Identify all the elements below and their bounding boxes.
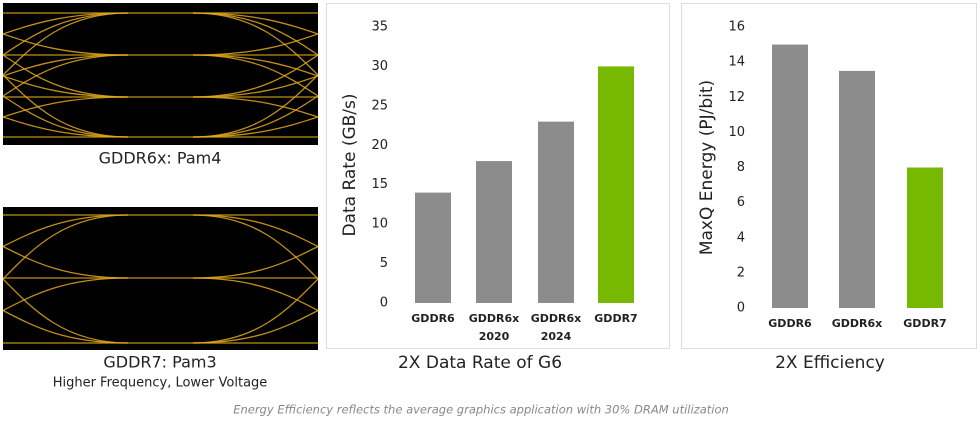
eye-trace [192, 116, 318, 138]
x-tick-label: GDDR7 [594, 312, 637, 325]
x-tick-label: GDDR7 [903, 317, 946, 330]
y-tick-label: 4 [737, 230, 745, 245]
eye-traces [3, 214, 318, 344]
y-tick-label: 12 [728, 90, 745, 105]
y-tick-label: 10 [371, 217, 388, 232]
chart-title: 2X Data Rate of G6 [398, 353, 562, 373]
eye-trace [3, 309, 129, 344]
eye-trace [3, 12, 129, 76]
x-tick-label: GDDR6x 2024 [531, 312, 582, 343]
eye-trace [3, 54, 129, 97]
eye-trace [3, 54, 129, 77]
y-axis-label: Data Rate (GB/s) [340, 93, 360, 236]
eye-trace [192, 277, 318, 312]
eye-trace [192, 214, 318, 280]
y-tick-label: 20 [371, 138, 388, 153]
eye-trace [3, 74, 129, 138]
eye-trace [192, 12, 318, 56]
eye-trace [192, 12, 318, 76]
y-tick-label: 5 [380, 256, 388, 271]
y-tick-label: 8 [737, 160, 745, 175]
bar [476, 161, 512, 303]
eye-trace [192, 54, 318, 98]
y-tick-label: 0 [737, 301, 745, 316]
footnote: Energy Efficiency reflects the average g… [233, 403, 729, 417]
x-tick-label: GDDR6x [832, 317, 883, 330]
y-tick-label: 14 [728, 55, 745, 70]
y-tick-label: 10 [728, 125, 745, 140]
bar [772, 44, 808, 308]
eye-trace [192, 33, 318, 56]
y-tick-label: 25 [371, 98, 388, 113]
chart-title: 2X Efficiency [775, 353, 885, 373]
eye-traces [3, 12, 318, 138]
eye-trace [192, 54, 318, 77]
eye-trace [192, 309, 318, 344]
x-tick-label: GDDR6 [768, 317, 812, 330]
eye-trace [192, 54, 318, 97]
y-axis-label: MaxQ Energy (PJ/bit) [697, 80, 717, 255]
eye-trace [3, 54, 129, 98]
eye-label: GDDR7: Pam3 [103, 353, 216, 372]
eye-sublabel: Higher Frequency, Lower Voltage [53, 376, 268, 391]
chart-panel [326, 3, 670, 349]
eye-trace [3, 278, 129, 344]
eye-trace [3, 75, 129, 98]
eye-trace [3, 95, 129, 138]
y-tick-label: 2 [737, 265, 745, 280]
bar [839, 70, 875, 308]
eye-trace [192, 95, 318, 138]
y-tick-label: 16 [728, 20, 745, 35]
bar [907, 167, 943, 308]
eye-trace [192, 278, 318, 344]
eye-trace [3, 245, 129, 279]
eye-trace [192, 74, 318, 138]
x-tick-label: GDDR6 [411, 312, 455, 325]
eye-trace [192, 12, 318, 35]
eye-trace [192, 96, 318, 118]
eye-trace [3, 12, 129, 56]
x-tick-label: GDDR6x 2020 [469, 312, 520, 343]
eye-trace [192, 214, 318, 248]
bar [415, 192, 451, 303]
eye-trace [3, 214, 129, 280]
y-tick-label: 35 [371, 20, 388, 35]
eye-trace [3, 116, 129, 138]
eye-trace [3, 12, 129, 35]
bar [538, 121, 574, 303]
eye-label: GDDR6x: Pam4 [99, 149, 222, 168]
eye-trace [3, 96, 129, 118]
y-tick-label: 30 [371, 59, 388, 74]
eye-trace [192, 245, 318, 279]
eye-trace [3, 214, 129, 248]
y-tick-label: 0 [380, 296, 388, 311]
eye-trace [192, 75, 318, 98]
y-tick-label: 15 [371, 177, 388, 192]
y-tick-label: 6 [737, 195, 745, 210]
bar [598, 66, 634, 303]
chart-panel [681, 3, 977, 349]
eye-trace [3, 277, 129, 312]
eye-trace [3, 33, 129, 56]
eye-diagram-pam4 [3, 3, 318, 145]
